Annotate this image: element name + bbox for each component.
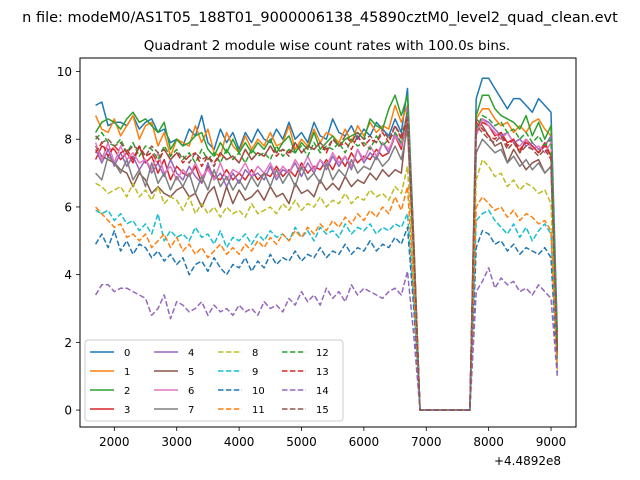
series-line-7 xyxy=(95,128,559,411)
x-tick-label: 6000 xyxy=(349,435,380,449)
series-line-15 xyxy=(95,114,559,411)
series-line-6 xyxy=(94,114,559,411)
figure-suptitle: n file: modeM0/AS1T05_188T01_9000006138_… xyxy=(22,10,618,26)
series-line-1 xyxy=(94,104,559,411)
axes-frame xyxy=(79,57,577,428)
x-tick-label: 2000 xyxy=(99,435,130,449)
y-tick-label: 6 xyxy=(64,200,72,214)
x-tick-label: 4000 xyxy=(224,435,255,449)
x-axis: 2000 3000 4000 5000 6000 7000 8000 9000 xyxy=(99,427,566,449)
legend-label-2: 2 xyxy=(124,386,130,397)
series-line-4 xyxy=(94,108,559,411)
legend-label-9: 9 xyxy=(252,367,258,378)
series-line-0 xyxy=(95,77,559,411)
series-line-8 xyxy=(95,158,559,411)
legend-label-15: 15 xyxy=(316,405,329,416)
chart-title: Quadrant 2 module wise count rates with … xyxy=(144,38,510,54)
series-line-11 xyxy=(95,185,559,411)
x-tick-label: 9000 xyxy=(536,435,567,449)
x-tick-label: 5000 xyxy=(286,435,317,449)
legend-label-14: 14 xyxy=(316,386,329,397)
legend-label-12: 12 xyxy=(316,348,329,359)
x-tick-label: 7000 xyxy=(411,435,442,449)
series-line-10 xyxy=(94,226,559,411)
legend-label-13: 13 xyxy=(316,367,329,378)
legend-label-4: 4 xyxy=(188,348,194,359)
y-tick-label: 4 xyxy=(64,268,72,282)
legend-label-3: 3 xyxy=(124,405,130,416)
legend-label-8: 8 xyxy=(252,348,258,359)
legend-frame xyxy=(84,339,344,422)
legend-label-5: 5 xyxy=(188,367,194,378)
y-tick-label: 10 xyxy=(57,65,72,79)
x-tick-label: 3000 xyxy=(161,435,192,449)
y-tick-label: 2 xyxy=(64,336,72,350)
series-line-14 xyxy=(94,267,559,411)
legend-label-10: 10 xyxy=(252,386,265,397)
series-line-9 xyxy=(95,209,559,411)
legend-label-6: 6 xyxy=(188,386,194,397)
legend-label-0: 0 xyxy=(124,348,130,359)
series-line-2 xyxy=(94,94,559,411)
x-offset-label: +4.4892e8 xyxy=(494,454,561,468)
legend-label-7: 7 xyxy=(188,405,194,416)
x-tick-label: 8000 xyxy=(473,435,504,449)
y-tick-label: 0 xyxy=(64,404,72,418)
y-tick-label: 8 xyxy=(64,133,72,147)
legend-label-11: 11 xyxy=(252,405,265,416)
y-axis: 0 2 4 6 8 10 xyxy=(57,65,80,418)
series-layer xyxy=(94,77,559,411)
legend-label-1: 1 xyxy=(124,367,130,378)
series-line-12 xyxy=(95,111,559,411)
